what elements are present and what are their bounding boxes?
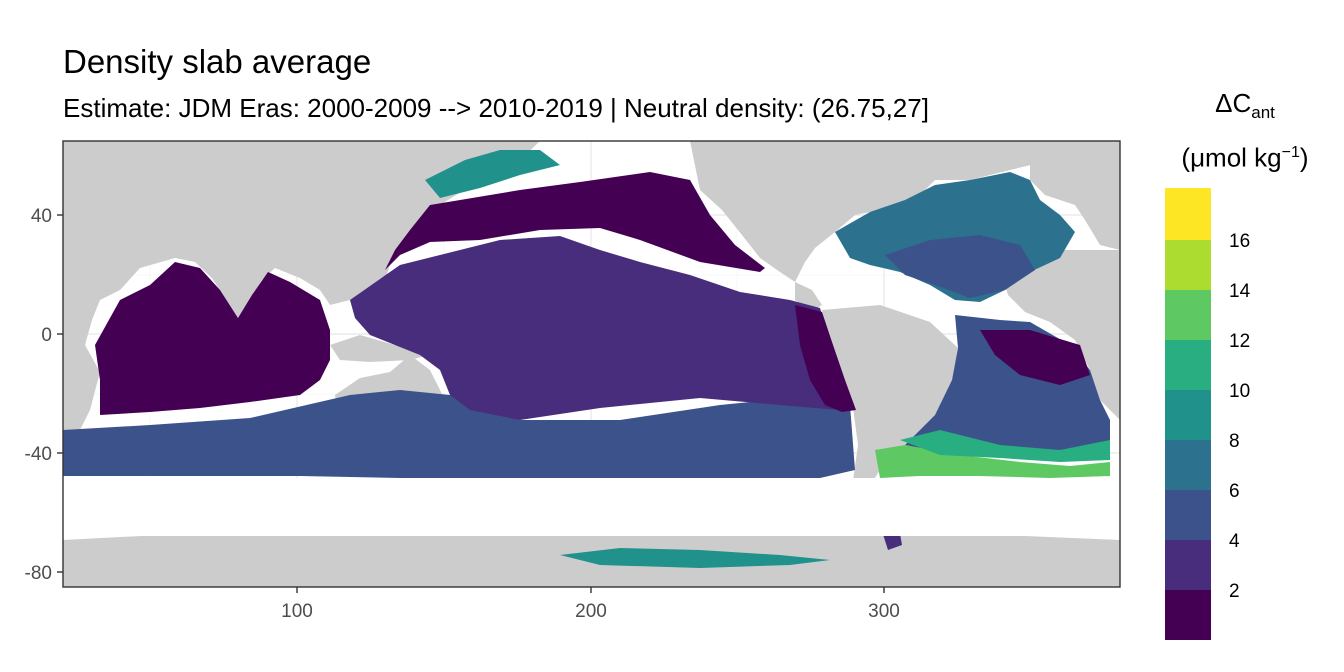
chart-subtitle: Estimate: JDM Eras: 2000-2009 --> 2010-2… bbox=[63, 93, 929, 123]
x-tick-label-100: 100 bbox=[281, 601, 313, 622]
axis-tick-labels: 100 200 300 40 0 -40 -80 bbox=[25, 206, 900, 622]
legend-units: (μmol kg−1) bbox=[1150, 136, 1340, 175]
land-africa-west bbox=[1000, 250, 1120, 420]
land-south-america bbox=[822, 305, 958, 498]
legend-label-14: 14 bbox=[1229, 281, 1251, 302]
legend-title: ΔCant bbox=[1150, 86, 1340, 130]
region-pacific-interior bbox=[350, 236, 852, 420]
legend-swatch-1 bbox=[1165, 540, 1211, 590]
region-argentine-basin bbox=[875, 445, 1110, 478]
region-north-atlantic-inner bbox=[885, 235, 1035, 298]
y-tick-label-m40: -40 bbox=[25, 444, 52, 465]
map-layers bbox=[63, 141, 1120, 587]
region-east-pacific-low bbox=[795, 305, 856, 412]
legend-title-sub: ant bbox=[1251, 103, 1275, 123]
southern-no-data-band bbox=[63, 478, 1120, 536]
y-tick-label-0: 0 bbox=[41, 325, 52, 346]
land-north-america bbox=[690, 141, 1120, 282]
legend-swatch-0 bbox=[1165, 590, 1211, 640]
legend-label-4: 4 bbox=[1229, 531, 1240, 552]
legend-units-main: (μmol kg bbox=[1181, 142, 1282, 173]
legend-swatch-4 bbox=[1165, 390, 1211, 440]
legend-swatch-8 bbox=[1165, 188, 1211, 240]
legend-title-main: ΔC bbox=[1215, 88, 1252, 118]
legend-swatch-7 bbox=[1165, 240, 1211, 290]
legend-swatch-2 bbox=[1165, 490, 1211, 540]
legend-label-12: 12 bbox=[1229, 331, 1250, 352]
legend-units-close: ) bbox=[1299, 142, 1309, 173]
region-south-atlantic-low bbox=[980, 330, 1090, 385]
legend-colorbar bbox=[1165, 188, 1211, 640]
land-greenland bbox=[875, 141, 1000, 180]
legend-swatch-6 bbox=[1165, 290, 1211, 340]
legend-label-10: 10 bbox=[1229, 381, 1250, 402]
land-africa bbox=[63, 345, 100, 440]
region-north-pacific-low bbox=[385, 172, 765, 272]
legend-swatch-3 bbox=[1165, 440, 1211, 490]
y-tick-label-40: 40 bbox=[31, 206, 52, 227]
x-tick-label-300: 300 bbox=[868, 601, 900, 622]
land-europe-west bbox=[1030, 150, 1120, 250]
legend-units-sup: −1 bbox=[1281, 144, 1300, 161]
legend-label-6: 6 bbox=[1229, 481, 1240, 502]
legend-break-labels: 2 4 6 8 10 12 14 16 bbox=[1229, 231, 1251, 602]
legend-swatch-5 bbox=[1165, 340, 1211, 390]
y-tick-label-m80: -80 bbox=[25, 563, 52, 584]
region-north-pacific-teal bbox=[425, 150, 560, 198]
legend-label-16: 16 bbox=[1229, 231, 1250, 252]
axis-ticks bbox=[57, 214, 885, 593]
region-argentine-basin-inner bbox=[900, 430, 1110, 462]
x-tick-label-200: 200 bbox=[575, 601, 607, 622]
ocean-data-layer bbox=[63, 150, 1110, 568]
region-southern-band bbox=[63, 390, 855, 485]
region-indian-ocean-low bbox=[95, 262, 330, 415]
chart-title: Density slab average bbox=[63, 43, 372, 80]
legend-label-8: 8 bbox=[1229, 431, 1240, 452]
region-antarctic-margin bbox=[560, 548, 830, 568]
land-eurasia bbox=[63, 141, 540, 345]
legend-label-2: 2 bbox=[1229, 581, 1240, 602]
